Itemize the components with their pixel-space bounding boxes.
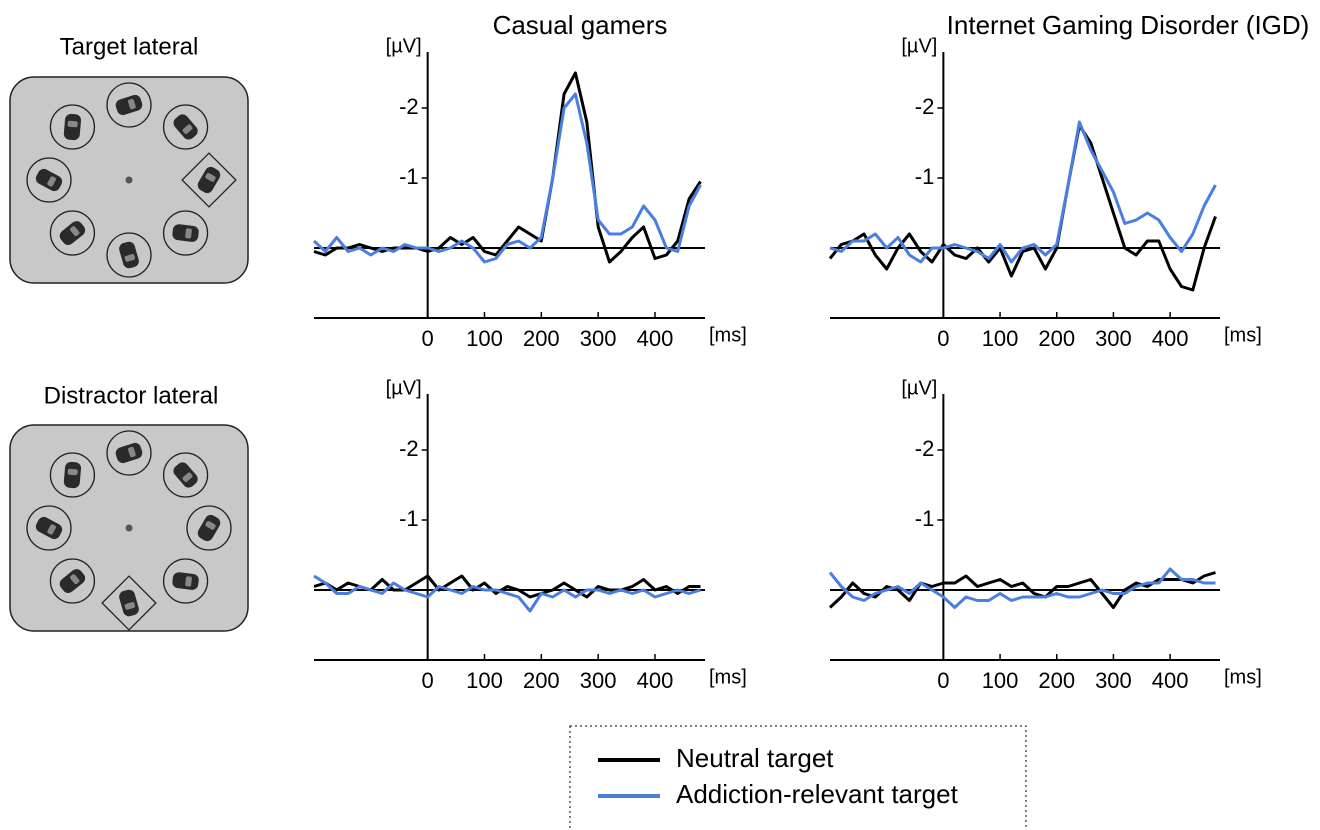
x-tick-label: 200 <box>523 668 560 693</box>
target-diamond <box>101 575 157 631</box>
x-tick-label: 100 <box>466 326 503 351</box>
x-tick-label: 400 <box>637 326 674 351</box>
row-label: Distractor lateral <box>44 382 219 409</box>
y-tick-label: -1 <box>915 506 935 531</box>
item-window <box>70 574 80 585</box>
y-tick-label: -2 <box>399 94 419 119</box>
erp-line <box>828 567 1216 609</box>
x-tick-label: 100 <box>982 326 1019 351</box>
fixation <box>125 524 133 532</box>
y-tick-label: -2 <box>399 436 419 461</box>
y-tick-label: -1 <box>915 164 935 189</box>
item-circle <box>162 558 209 604</box>
item-window <box>185 576 192 587</box>
x-tick-label: 400 <box>1152 668 1189 693</box>
stimulus-displays <box>9 76 249 632</box>
x-tick-label: 100 <box>982 668 1019 693</box>
y-unit-label: [µV] <box>901 35 937 57</box>
item-window <box>127 446 136 458</box>
legend-box <box>569 725 1027 830</box>
item-window <box>205 173 216 182</box>
y-unit-label: [µV] <box>386 377 422 399</box>
x-tick-label: 0 <box>937 326 949 351</box>
erp-line <box>828 124 1217 292</box>
item-circle <box>106 430 152 476</box>
erp-line <box>313 574 701 613</box>
x-unit-label: [ms] <box>1224 666 1262 688</box>
item-circle <box>26 505 72 551</box>
x-unit-label: [ms] <box>709 324 747 346</box>
legend-label: Neutral target <box>676 743 834 773</box>
x-tick-label: 300 <box>1095 326 1132 351</box>
erp-line <box>313 574 701 599</box>
x-tick-label: 0 <box>937 668 949 693</box>
item-window <box>124 602 135 610</box>
x-tick-label: 400 <box>637 668 674 693</box>
item-circle <box>49 104 96 150</box>
x-tick-label: 0 <box>422 326 434 351</box>
item-circle <box>49 452 96 498</box>
item-window <box>67 120 78 128</box>
y-tick-label: -1 <box>399 506 419 531</box>
item-window <box>47 524 56 535</box>
x-tick-label: 400 <box>1152 326 1189 351</box>
item-circle <box>186 505 232 551</box>
item-circle <box>162 104 209 150</box>
x-unit-label: [ms] <box>709 666 747 688</box>
erp-line <box>312 92 702 264</box>
erp-line <box>313 71 702 264</box>
fixation <box>125 176 133 184</box>
item-window <box>124 254 135 262</box>
item-circle <box>162 210 209 256</box>
item-circle <box>162 452 209 498</box>
item-window <box>67 468 78 476</box>
item-window <box>182 472 193 482</box>
x-tick-label: 200 <box>1038 326 1075 351</box>
item-window <box>127 98 136 110</box>
item-window <box>47 176 56 187</box>
item-circle <box>26 157 72 203</box>
y-unit-label: [µV] <box>386 35 422 57</box>
x-tick-label: 0 <box>422 668 434 693</box>
y-tick-label: -2 <box>915 436 935 461</box>
x-tick-label: 300 <box>580 668 617 693</box>
x-tick-label: 300 <box>580 326 617 351</box>
x-tick-label: 200 <box>1038 668 1075 693</box>
target-diamond <box>181 152 237 208</box>
item-circle <box>106 232 152 278</box>
x-tick-label: 300 <box>1095 668 1132 693</box>
legend-label: Addiction-relevant target <box>676 779 959 809</box>
item-circle <box>49 558 96 604</box>
chart-title: Casual gamers <box>492 10 668 40</box>
item-circle <box>49 210 96 256</box>
row-label: Target lateral <box>60 33 199 60</box>
item-window <box>185 228 192 239</box>
x-tick-label: 200 <box>523 326 560 351</box>
y-tick-label: -1 <box>399 164 419 189</box>
item-circle <box>106 82 152 128</box>
x-tick-label: 100 <box>466 668 503 693</box>
x-unit-label: [ms] <box>1224 324 1262 346</box>
item-window <box>205 521 216 530</box>
y-tick-label: -2 <box>915 94 935 119</box>
erp-line <box>829 120 1217 264</box>
chart-title: Internet Gaming Disorder (IGD) <box>946 10 1310 40</box>
item-window <box>70 226 80 237</box>
y-unit-label: [µV] <box>901 377 937 399</box>
item-window <box>182 124 193 134</box>
